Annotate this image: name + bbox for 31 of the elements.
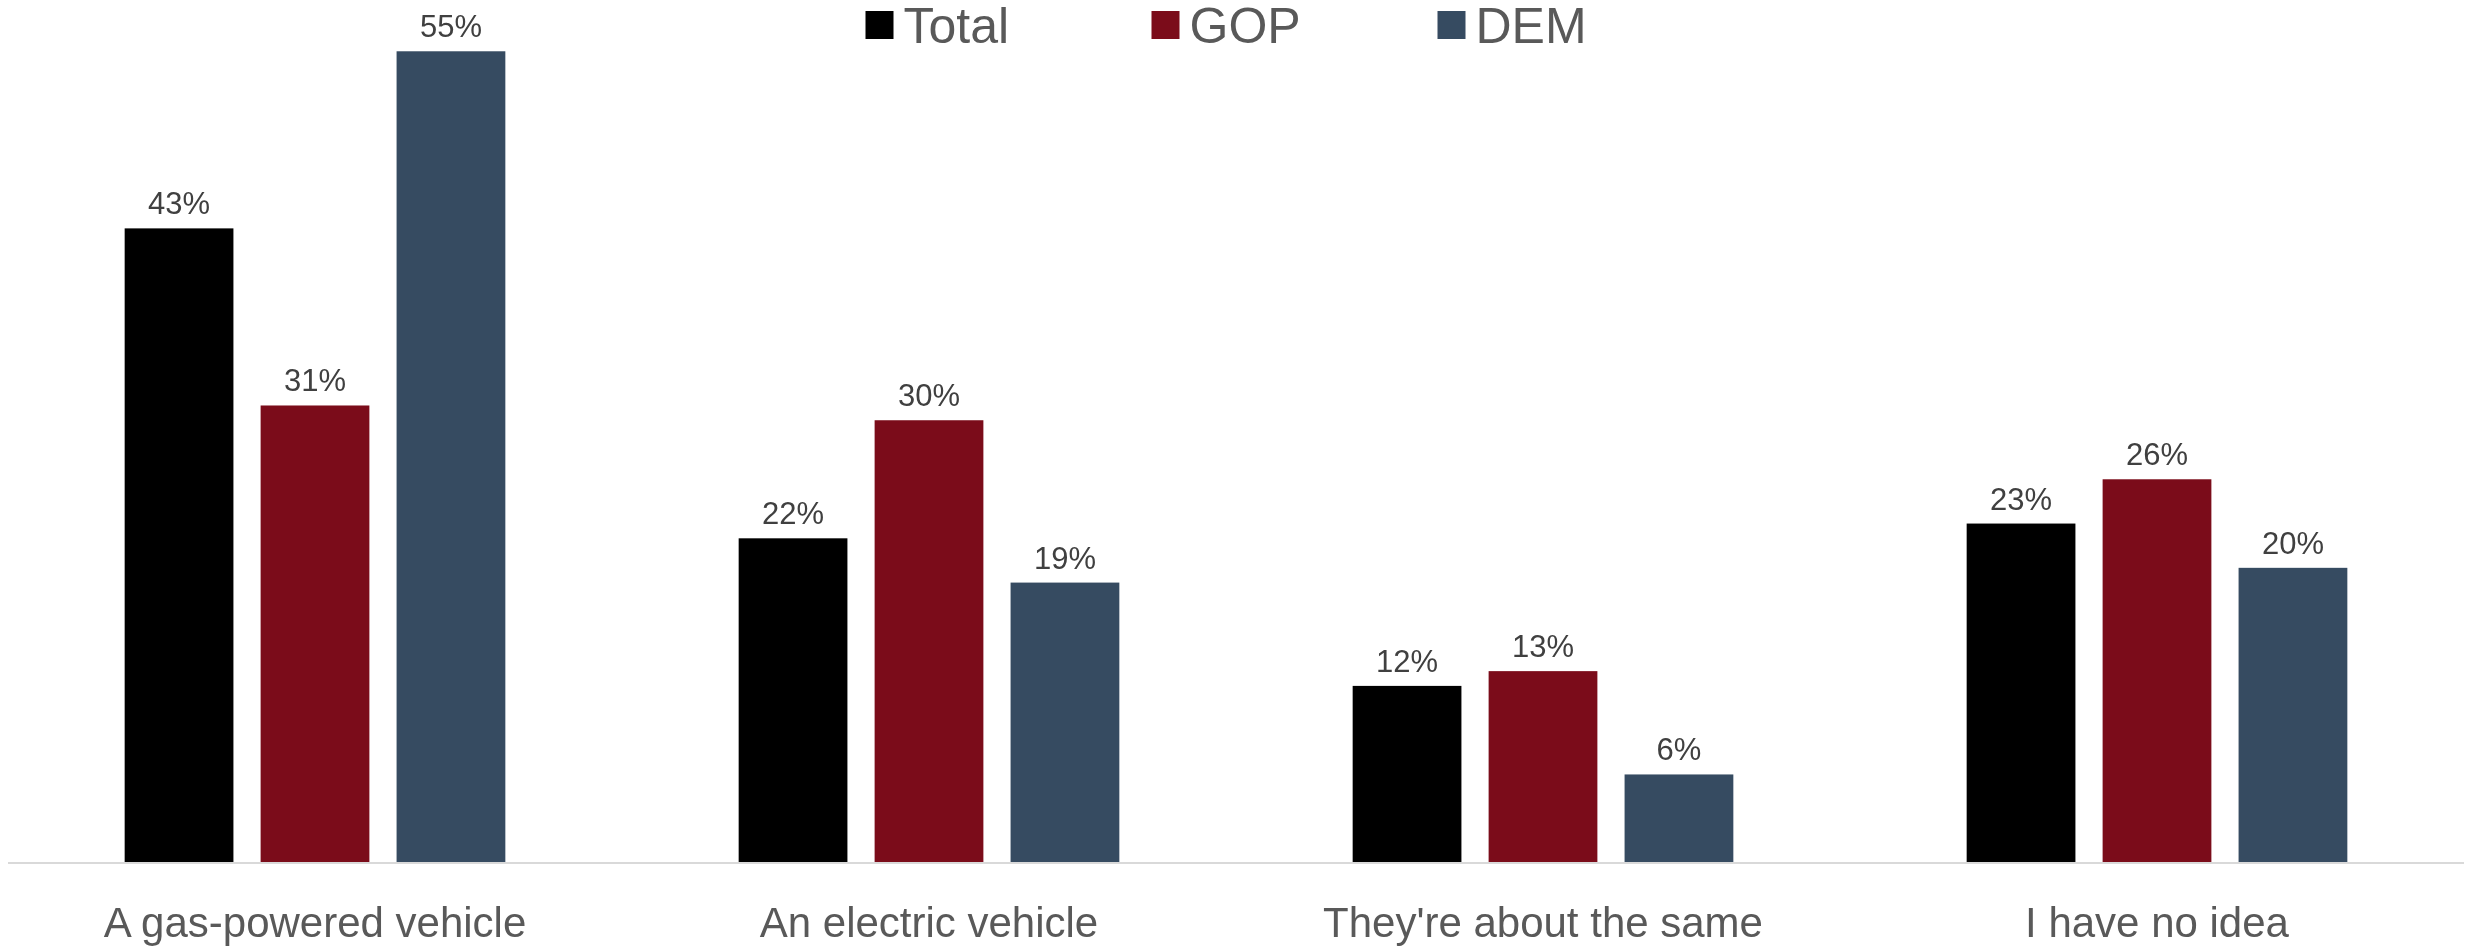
legend-label: Total <box>903 0 1010 54</box>
bar <box>1352 685 1462 863</box>
data-label: 31% <box>283 363 347 399</box>
bar <box>2238 567 2348 863</box>
legend-label: GOP <box>1189 0 1301 54</box>
bar <box>1966 523 2076 863</box>
data-label: 12% <box>1376 643 1439 679</box>
data-label: 26% <box>2125 437 2189 473</box>
data-label: 30% <box>897 378 961 414</box>
x-tick-label: An electric vehicle <box>759 899 1099 946</box>
data-label: 22% <box>762 496 825 532</box>
x-tick-label: I have no idea <box>2025 899 2290 946</box>
data-label: 23% <box>1990 481 2053 517</box>
data-label: 20% <box>2261 525 2324 561</box>
bar <box>1010 582 1120 863</box>
legend-label: DEM <box>1475 0 1587 54</box>
bar <box>1488 671 1598 863</box>
bar <box>124 228 234 863</box>
data-label: 13% <box>1511 629 1575 665</box>
bar <box>1624 774 1734 863</box>
data-label: 6% <box>1656 732 1702 768</box>
bar <box>874 420 984 863</box>
x-tick-label: A gas-powered vehicle <box>103 899 527 946</box>
data-label: 19% <box>1033 540 1096 576</box>
bar <box>2102 479 2212 863</box>
x-tick-label: They're about the same <box>1323 899 1763 946</box>
bar <box>396 51 506 863</box>
data-label: 55% <box>419 9 482 45</box>
data-label: 43% <box>148 186 211 222</box>
bar <box>260 405 370 863</box>
bar <box>738 538 848 863</box>
